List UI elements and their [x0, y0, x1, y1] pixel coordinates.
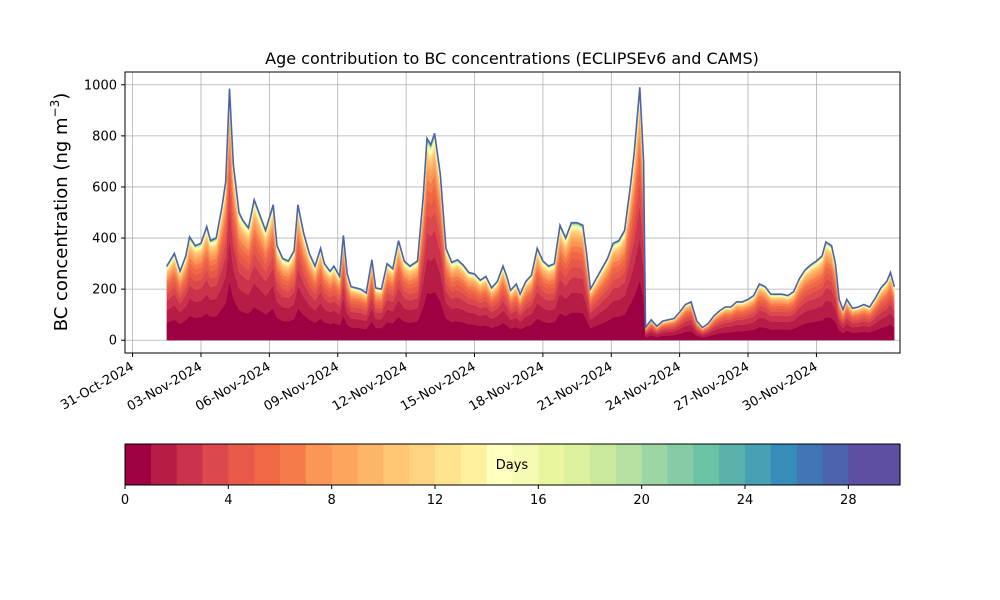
plot-area — [125, 72, 900, 353]
colorbar-swatch — [305, 444, 333, 485]
y-axis-label-text: BC concentration (ng m — [51, 117, 72, 331]
colorbar-swatch — [202, 444, 229, 485]
y-tick-label: 200 — [92, 283, 117, 298]
y-tick-label: 0 — [109, 334, 117, 349]
colorbar-tick-label: 0 — [121, 493, 129, 508]
chart-title: Age contribution to BC concentrations (E… — [265, 49, 759, 68]
colorbar-swatch — [228, 444, 255, 485]
colorbar-swatch — [254, 444, 281, 485]
x-tick-label: 21-Nov-2024 — [535, 359, 615, 414]
x-tick-label: 18-Nov-2024 — [467, 359, 547, 414]
colorbar-tick-label: 12 — [427, 493, 444, 508]
x-tick-label: 12-Nov-2024 — [330, 359, 410, 414]
colorbar-swatch — [512, 444, 539, 485]
x-tick-label: 09-Nov-2024 — [261, 359, 341, 414]
y-tick-label: 400 — [92, 232, 117, 247]
colorbar-frame — [124, 443, 901, 486]
colorbar-swatch — [745, 444, 772, 485]
y-axis-label-close: ) — [51, 93, 72, 100]
colorbar-swatch — [590, 444, 617, 485]
colorbar-swatch — [150, 444, 178, 485]
x-tick-label: 30-Nov-2024 — [740, 359, 820, 414]
colorbar-tick-label: 16 — [530, 493, 547, 508]
colorbar-swatch — [667, 444, 694, 485]
colorbar-swatch — [460, 444, 488, 485]
colorbar-swatch — [331, 444, 359, 485]
colorbar-swatch — [615, 444, 643, 485]
colorbar-swatch — [822, 444, 849, 485]
total-line — [166, 87, 896, 330]
colorbar: 0 4 8 12 16 20 24 28 — [121, 443, 901, 508]
colorbar-swatch — [538, 444, 565, 485]
colorbar-tick-label: 28 — [840, 493, 857, 508]
x-tick-label: 27-Nov-2024 — [672, 359, 752, 414]
colorbar-swatch — [693, 444, 720, 485]
colorbar-tick-label: 20 — [633, 493, 650, 508]
colorbar-swatch — [435, 444, 462, 485]
colorbar-label: Days — [496, 458, 529, 473]
colorbar-tick-label: 24 — [737, 493, 754, 508]
x-tick-label: 15-Nov-2024 — [398, 359, 478, 414]
x-tick-label: 24-Nov-2024 — [603, 359, 683, 414]
colorbar-swatch — [770, 444, 798, 485]
x-tick-label: 03-Nov-2024 — [125, 359, 205, 414]
x-tick-label: 06-Nov-2024 — [193, 359, 273, 414]
colorbar-tick-label: 8 — [328, 493, 336, 508]
colorbar-swatch — [848, 444, 875, 485]
svg-text:BC concentration (ng m−3): BC concentration (ng m−3) — [48, 93, 72, 332]
y-axis-label: BC concentration (ng m−3) — [48, 93, 72, 332]
colorbar-swatch — [125, 444, 152, 485]
colorbar-swatch — [719, 444, 746, 485]
axes: 0200400600800100031-Oct-202403-Nov-20240… — [58, 71, 901, 414]
colorbar-swatch — [486, 444, 514, 485]
y-tick-label: 600 — [92, 180, 117, 195]
x-tick-label: 31-Oct-2024 — [58, 359, 136, 413]
colorbar-swatch — [409, 444, 436, 485]
colorbar-swatch — [176, 444, 204, 485]
colorbar-tick-label: 4 — [224, 493, 232, 508]
plot-frame — [124, 71, 901, 354]
colorbar-swatch — [383, 444, 410, 485]
y-axis-label-exponent: −3 — [48, 100, 62, 118]
colorbar-swatch — [641, 444, 669, 485]
colorbar-swatch — [357, 444, 384, 485]
colorbar-swatch — [280, 444, 307, 485]
y-tick-label: 800 — [92, 129, 117, 144]
colorbar-swatch — [564, 444, 591, 485]
y-tick-label: 1000 — [84, 78, 117, 93]
colorbar-swatch — [874, 444, 901, 485]
colorbar-swatch — [796, 444, 824, 485]
